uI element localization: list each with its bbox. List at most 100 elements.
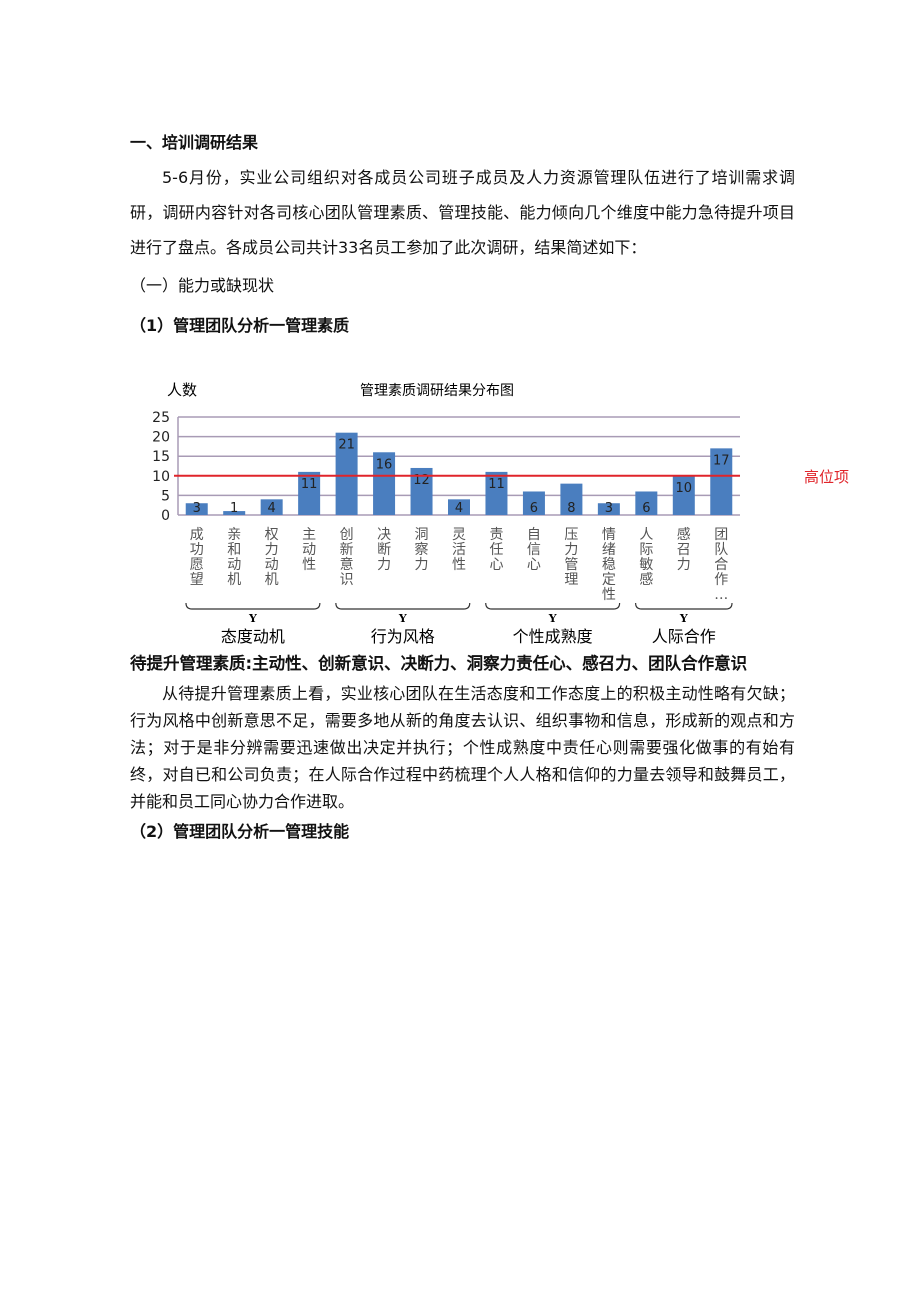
category-label: 活 [452,542,466,558]
category-label: 机 [227,572,241,588]
category-label: 动 [227,557,241,573]
y-tick-label: 15 [152,449,170,465]
data-label: 17 [713,453,730,468]
data-label: 11 [301,477,318,492]
bar [410,467,433,515]
category-label: 心 [527,557,541,573]
category-label: 动 [265,557,279,573]
category-label: 决 [377,527,391,543]
y-axis-label: 人数 [167,381,197,399]
chart-svg: 人数 管理素质调研结果分布图 05101520253成功愿望1亲和动机4权力动机… [152,381,740,646]
group-label: 个性成熟度 [513,627,593,646]
group-label: 行为风格 [371,627,435,646]
bar [485,471,508,515]
intro-paragraph: 5-6月份，实业公司组织对各成员公司班子成员及人力资源管理队伍进行了培训需求调研… [130,168,795,257]
category-label: 绪 [602,542,616,558]
y-tick-label: 0 [161,508,170,524]
high-item-label: 高位项 [804,468,850,486]
category-label: 断 [377,542,391,558]
category-label: 压 [564,527,578,543]
category-label: 合 [714,557,728,573]
y-tick-label: 5 [161,488,170,504]
category-label: 权 [265,527,279,543]
summary-line: 待提升管理素质:主动性、创新意识、决断力、洞察力责任心、感召力、团队合作意识 [130,654,748,673]
category-label: 敏 [639,557,653,573]
data-label: 4 [455,501,463,516]
data-label: 16 [376,457,393,472]
group-brace [635,602,733,610]
subheading-status: （一）能力或缺现状 [130,276,275,295]
bar [448,499,470,515]
y-tick-label: 20 [152,430,170,446]
category-label: 感 [677,526,691,543]
bar [560,483,583,515]
category-label: 性 [602,587,616,603]
category-label: 理 [564,572,578,588]
data-label: 4 [268,501,276,516]
bar [260,499,283,515]
bar [635,491,658,515]
category-label: 灵 [452,527,466,543]
category-label: 任 [489,542,503,558]
category-label: 力 [415,557,429,573]
data-label: 3 [193,501,201,516]
bar [335,432,358,515]
category-label: 力 [564,542,578,558]
category-label: 稳 [602,557,616,573]
group-mark: Y [398,612,407,625]
category-label: 力 [265,542,279,558]
category-label: 洞 [415,527,429,543]
category-label: 团 [714,527,728,543]
category-label: 召 [677,542,691,558]
category-label: 心 [489,557,503,573]
category-label: 感 [639,571,653,588]
category-label: 成 [190,527,204,543]
group-brace [335,602,471,610]
group-mark: Y [679,612,688,625]
bar [223,511,246,515]
category-label: 主 [302,527,316,543]
category-label: 力 [677,557,691,573]
group-label: 态度动机 [221,627,285,646]
bar [672,475,695,515]
category-label: 望 [190,572,204,588]
bar [373,452,396,515]
category-label: 情 [602,527,616,543]
category-label: 新 [340,542,354,558]
category-label: 和 [227,542,241,558]
category-label: 力 [377,557,391,573]
group-brace [185,602,321,610]
group-mark: Y [248,612,257,625]
data-label: 21 [338,438,355,453]
category-label: 自 [527,527,541,543]
category-label: 意 [340,556,354,573]
category-label: 队 [714,542,728,558]
category-label: 识 [340,572,354,588]
analysis-paragraph: 从待提升管理素质上看，实业核心团队在生活态度和工作态度上的积极主动性略有欠缺；行… [130,684,795,811]
subheading-skills: （2）管理团队分析一管理技能 [130,822,350,841]
group-label: 人际合作 [652,627,716,646]
category-label: 创 [340,527,354,543]
y-tick-label: 25 [152,410,170,426]
subheading-quality: （1）管理团队分析一管理素质 [130,316,350,335]
category-label: 际 [639,542,653,558]
group-mark: Y [548,612,557,625]
section-heading: 一、培训调研结果 [130,133,259,152]
category-label: 性 [452,557,466,573]
data-label: 6 [530,501,538,516]
category-label: 性 [302,557,316,573]
data-label: 10 [676,481,693,496]
bar [710,448,733,515]
data-label: 11 [488,477,505,492]
category-label: 愿 [190,557,204,573]
data-label: 3 [605,501,613,516]
category-label: … [714,587,728,603]
bar-chart: 人数 管理素质调研结果分布图 0 5 10 15 20 25 3 成功愿望 1 亲和动机 4 权力动机… [140,370,740,650]
category-label: 信 [527,542,541,558]
category-label: 亲 [227,527,241,543]
bar [522,491,545,515]
category-label: 机 [265,572,279,588]
bar [298,471,321,515]
category-label: 人 [639,527,653,543]
